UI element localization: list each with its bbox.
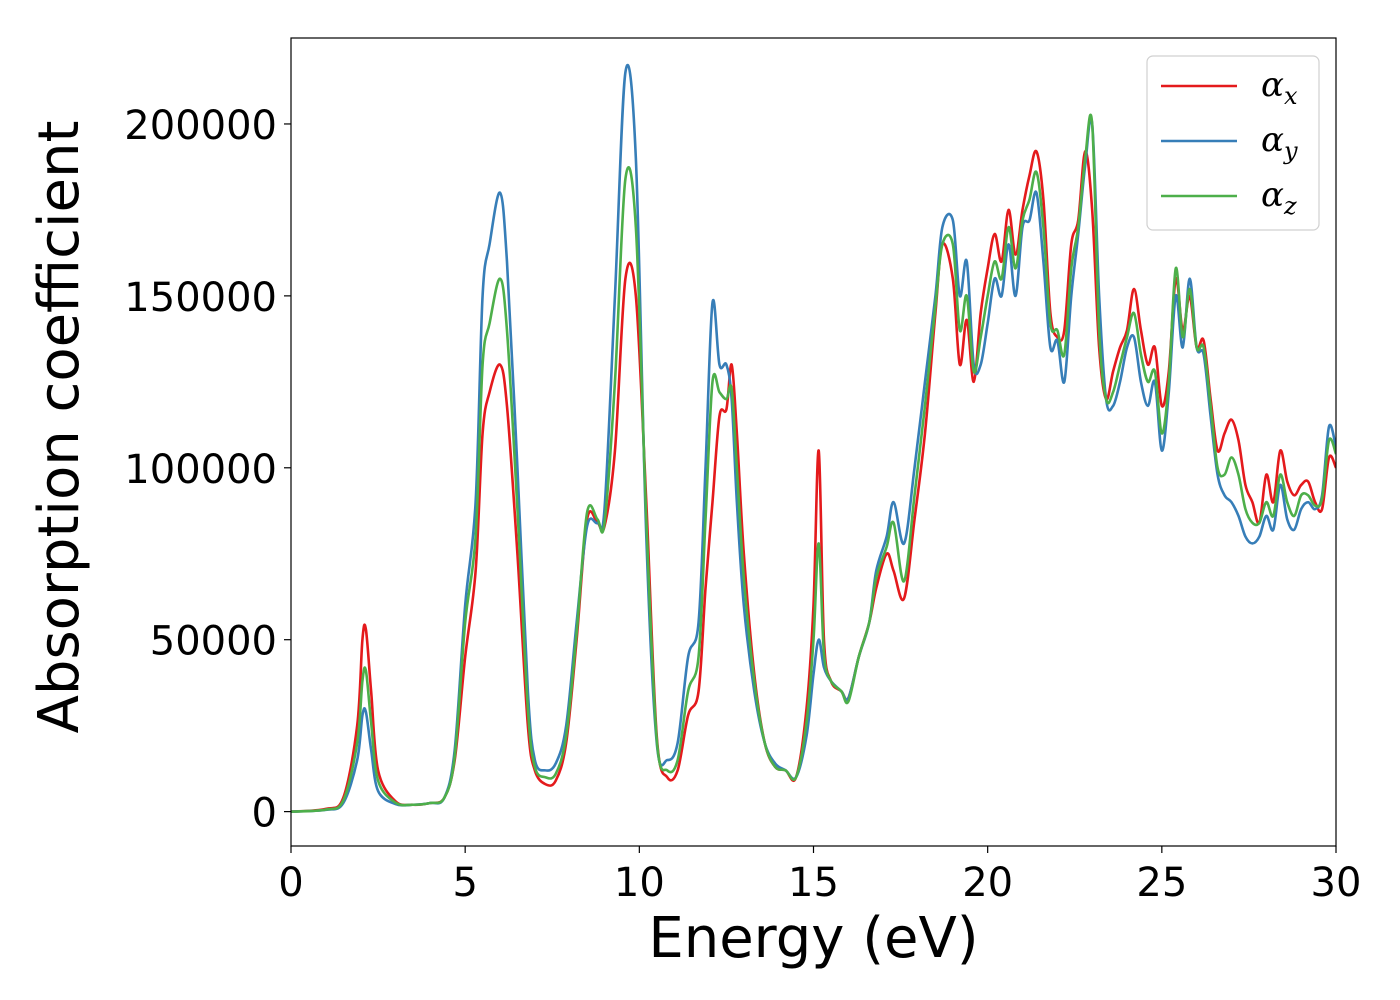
y-tick-label: 50000 [150, 619, 277, 665]
x-tick-label: 0 [278, 860, 303, 906]
y-tick-label: 200000 [124, 103, 277, 149]
ticks-layer: 0 5 10 15 20 25 30 0 50000 100000 150000 200000 [124, 103, 1361, 906]
x-tick-label: 15 [788, 860, 839, 906]
y-tick-label: 150000 [124, 275, 277, 321]
y-tick-label: 100000 [124, 447, 277, 493]
x-tick-label: 25 [1136, 860, 1187, 906]
y-tick-label: 0 [252, 791, 277, 837]
series-line-alpha-z [291, 113, 1336, 813]
x-tick-label: 20 [962, 860, 1013, 906]
y-axis-title: Absorption coefficient [27, 121, 92, 734]
series-layer [291, 63, 1336, 813]
legend-frame [1146, 55, 1320, 231]
x-axis-title: Energy (eV) [648, 906, 978, 971]
legend-label-y: αy [1261, 120, 1298, 165]
x-tick-label: 5 [452, 860, 477, 906]
x-tick-label: 30 [1311, 860, 1362, 906]
x-tick-label: 10 [614, 860, 665, 906]
legend-label-x: αx [1261, 65, 1298, 110]
